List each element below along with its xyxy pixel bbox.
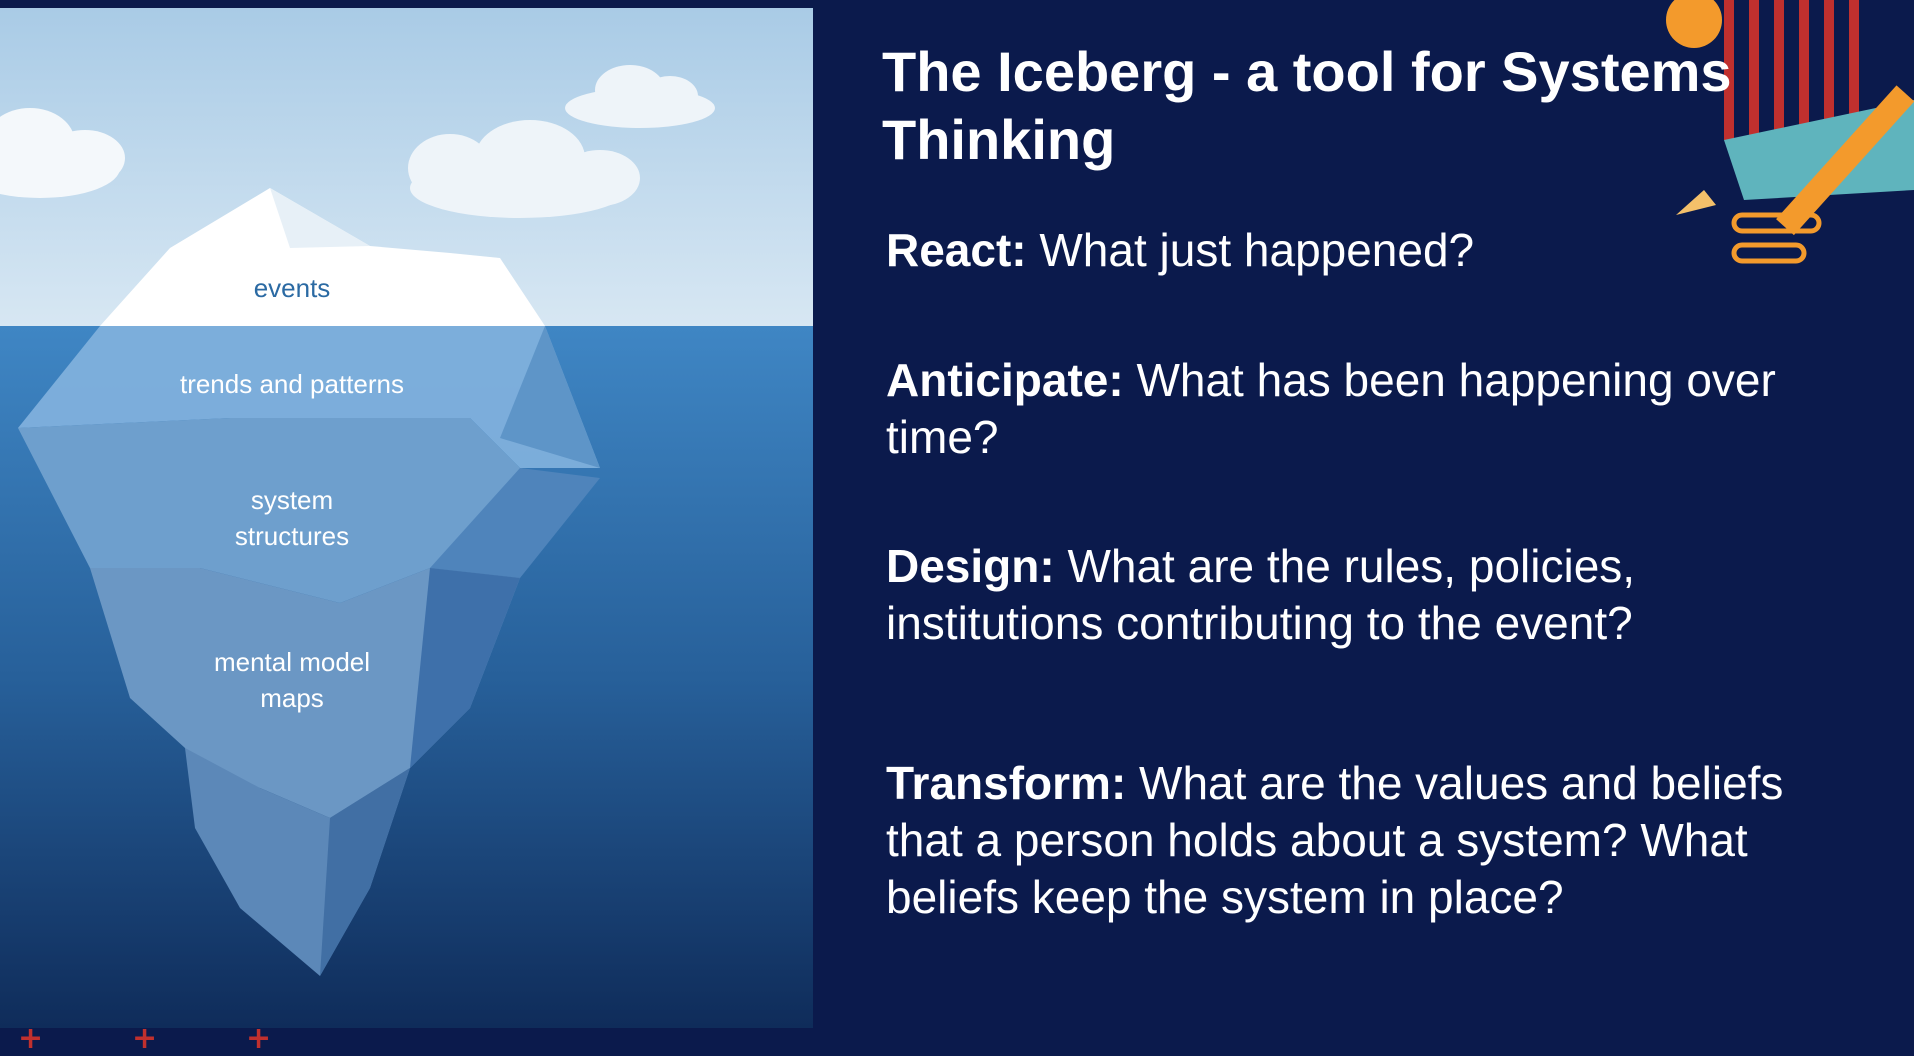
plus-icon: +: [246, 1021, 272, 1056]
plus-icon: +: [18, 1021, 44, 1056]
label-events: events: [253, 273, 331, 303]
iceberg-svg: [0, 8, 813, 1028]
item-anticipate: Anticipate: What has been happening over…: [886, 352, 1826, 466]
plus-icon: +: [132, 1021, 158, 1056]
pencil-icon: [1666, 0, 1914, 264]
cloud-icon: [565, 65, 715, 128]
cloud-icon: [0, 108, 125, 198]
page-title: The Iceberg - a tool for Systems Thinkin…: [882, 40, 1732, 171]
item-text: What has been happening over time?: [886, 354, 1776, 463]
term-label: Transform:: [886, 757, 1127, 809]
layer-structures: [18, 418, 580, 603]
label-structures: system structures: [234, 485, 350, 551]
cloud-icon: [408, 120, 640, 218]
item-transform: Transform: What are the values and belie…: [886, 755, 1826, 926]
term-label: Design:: [886, 540, 1055, 592]
item-design: Design: What are the rules, policies, in…: [886, 538, 1826, 652]
term-label: React:: [886, 224, 1027, 276]
item-text: What are the values and beliefs that a p…: [886, 757, 1784, 923]
term-label: Anticipate:: [886, 354, 1124, 406]
item-text: What just happened?: [1026, 224, 1475, 276]
iceberg-illustration: events trends and patterns system struct…: [0, 8, 813, 1028]
layer-trends: [18, 326, 600, 468]
item-react: React: What just happened?: [886, 222, 1826, 279]
iceberg-tip: [100, 188, 545, 326]
label-mental: mental model maps: [213, 647, 371, 713]
item-text: What are the rules, policies, institutio…: [886, 540, 1636, 649]
label-trends: trends and patterns: [179, 369, 405, 399]
